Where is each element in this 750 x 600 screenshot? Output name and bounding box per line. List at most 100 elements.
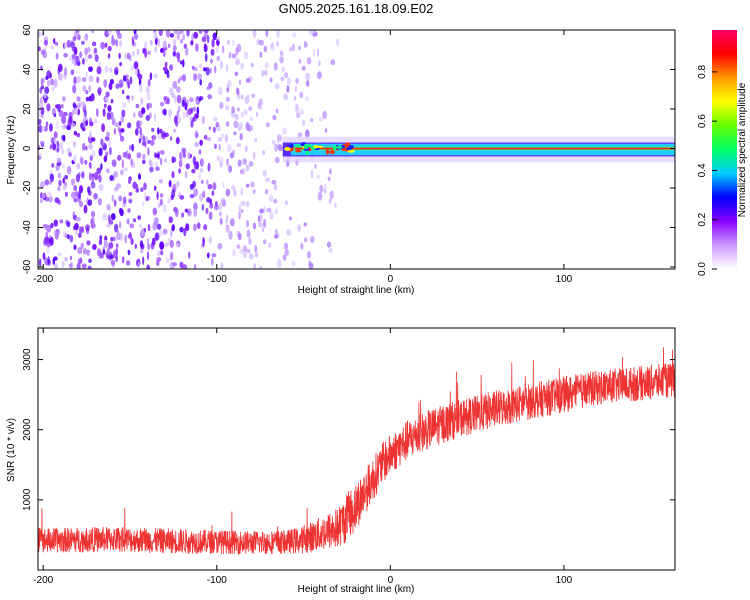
noise-speckle: [173, 206, 178, 213]
noise-speckle: [171, 156, 175, 164]
noise-speckle: [179, 151, 182, 161]
noise-speckle: [76, 262, 81, 269]
noise-speckle: [216, 154, 220, 162]
noise-speckle: [56, 147, 60, 153]
noise-speckle: [211, 38, 215, 48]
noise-speckle: [154, 152, 157, 158]
noise-speckle: [72, 141, 77, 148]
noise-speckle: [130, 65, 134, 72]
noise-speckle: [91, 30, 95, 34]
noise-speckle: [208, 211, 213, 220]
noise-speckle: [49, 144, 53, 150]
noise-speckle: [88, 75, 94, 82]
noise-speckle: [81, 127, 86, 132]
noise-speckle: [197, 73, 203, 81]
noise-speckle: [86, 240, 91, 246]
noise-speckle: [276, 41, 280, 47]
carrier-blob: [347, 149, 355, 153]
noise-speckle: [235, 47, 239, 56]
noise-speckle: [44, 179, 50, 186]
noise-speckle: [167, 198, 172, 204]
noise-speckle: [121, 102, 126, 109]
noise-speckle: [216, 55, 221, 62]
noise-speckle: [237, 122, 241, 132]
noise-speckle: [84, 33, 89, 41]
noise-speckle: [218, 143, 221, 151]
noise-speckle: [169, 216, 174, 223]
noise-speckle: [225, 121, 230, 127]
noise-speckle: [240, 94, 244, 100]
noise-speckle: [111, 159, 117, 168]
noise-speckle: [211, 190, 215, 196]
noise-speckle: [181, 147, 187, 155]
noise-speckle: [96, 167, 102, 175]
noise-speckle: [141, 201, 145, 207]
noise-speckle: [259, 208, 264, 214]
noise-speckle: [45, 236, 49, 243]
snr-y-tick-label: 3000: [22, 348, 33, 371]
noise-speckle: [187, 108, 192, 116]
snr-x-tick-label: 0: [388, 575, 394, 586]
noise-speckle: [92, 244, 97, 250]
noise-speckle: [233, 120, 239, 129]
noise-speckle: [214, 201, 218, 207]
noise-speckle: [203, 224, 208, 231]
noise-speckle: [210, 58, 213, 64]
noise-speckle: [107, 53, 111, 59]
noise-speckle: [70, 69, 75, 76]
noise-speckle: [183, 43, 187, 49]
noise-speckle: [81, 226, 84, 234]
noise-speckle: [88, 258, 92, 264]
noise-speckle: [190, 120, 194, 128]
noise-speckle: [136, 152, 142, 159]
noise-speckle: [263, 45, 267, 53]
noise-speckle: [58, 179, 62, 187]
noise-speckle: [73, 244, 77, 250]
spectrogram-y-tick-label: -60: [22, 259, 33, 274]
noise-speckle: [97, 87, 102, 94]
noise-speckle: [61, 260, 65, 268]
noise-speckle: [130, 158, 133, 166]
noise-speckle: [154, 112, 157, 122]
noise-speckle: [322, 110, 327, 120]
noise-speckle: [69, 55, 73, 62]
noise-speckle: [277, 258, 282, 268]
noise-speckle: [43, 126, 48, 132]
noise-speckle: [265, 177, 270, 182]
spectrogram-x-tick-label: 100: [556, 274, 573, 285]
spectrogram-x-ticks: -200 -100 0 100: [33, 30, 573, 285]
noise-speckle: [87, 265, 92, 269]
noise-speckle: [54, 138, 57, 145]
snr-y-tick-label: 2000: [22, 418, 33, 441]
noise-speckle: [233, 131, 237, 136]
noise-speckle: [71, 191, 76, 199]
noise-speckle: [234, 71, 239, 77]
noise-speckle: [313, 30, 316, 34]
spectrogram-y-tick-label: -20: [22, 180, 33, 195]
noise-speckle: [274, 229, 278, 234]
noise-speckle: [61, 124, 67, 130]
noise-speckle: [205, 66, 210, 76]
noise-speckle: [306, 57, 312, 65]
noise-speckle: [277, 232, 280, 238]
noise-speckle: [115, 39, 118, 47]
noise-speckle: [303, 222, 307, 227]
noise-speckle: [163, 108, 167, 116]
noise-speckle: [72, 102, 77, 108]
noise-speckle: [239, 133, 243, 141]
noise-speckle: [253, 263, 256, 269]
noise-speckle: [144, 192, 147, 200]
noise-speckle: [169, 264, 173, 269]
noise-speckle: [137, 215, 142, 220]
noise-speckle: [76, 76, 81, 84]
noise-speckle: [234, 113, 239, 120]
noise-speckle: [198, 173, 201, 181]
noise-speckle: [147, 50, 151, 56]
colorbar-gradient: [712, 30, 737, 269]
noise-speckle: [105, 96, 109, 102]
noise-speckle: [88, 85, 91, 93]
noise-speckle: [195, 43, 199, 52]
noise-speckle: [159, 193, 164, 198]
noise-speckle: [206, 252, 210, 259]
noise-speckle: [239, 121, 243, 131]
